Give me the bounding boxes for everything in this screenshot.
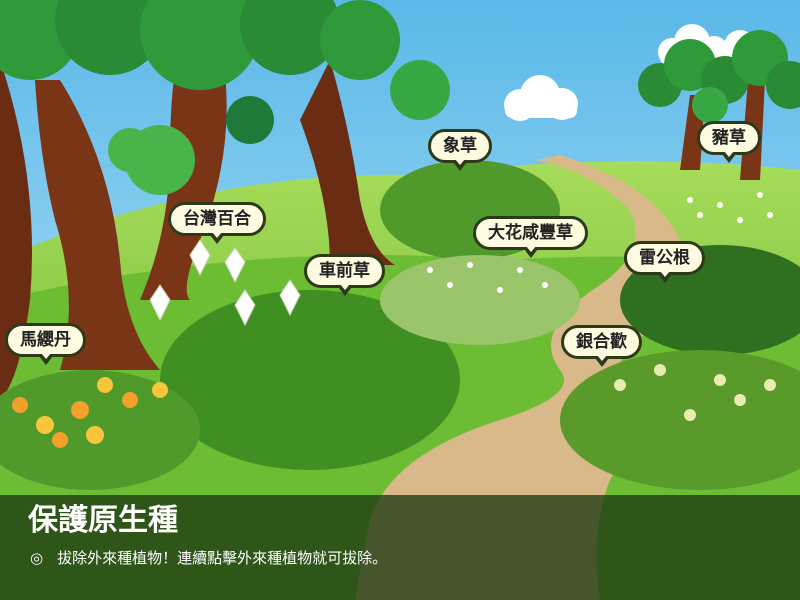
plant-label-lei-gong-gen[interactable]: 雷公根 — [624, 241, 705, 283]
lily-flowers — [149, 239, 301, 327]
bullseye-icon: ◎ — [30, 549, 44, 567]
plant-label-ma-ying-dan[interactable]: 馬纓丹 — [5, 323, 86, 365]
lantana-flowers — [12, 377, 168, 448]
instruction-line: ◎ 拔除外來種植物！連續點擊外來種植物就可拔除。 — [30, 547, 387, 569]
tree — [0, 0, 450, 400]
path — [355, 155, 686, 600]
plant-label-dahua-xianfengcao[interactable]: 大花咸豐草 — [473, 216, 588, 258]
bush — [380, 255, 580, 345]
instruction-text: 拔除外來種植物！連續點擊外來種植物就可拔除。 — [57, 549, 388, 567]
plant-label-taiwan-baihe[interactable]: 台灣百合 — [168, 202, 266, 244]
white-flowers — [427, 192, 773, 293]
game-title: 保護原生種 — [28, 503, 178, 538]
plant-label-yin-he-huan[interactable]: 銀合歡 — [561, 325, 642, 367]
plant-label-zhu-cao[interactable]: 豬草 — [697, 121, 761, 163]
bush — [160, 290, 460, 470]
plant-label-xiang-cao[interactable]: 象草 — [428, 129, 492, 171]
info-panel: 保護原生種 ◎ 拔除外來種植物！連續點擊外來種植物就可拔除。 — [0, 495, 800, 600]
cloud — [504, 75, 578, 121]
plant-label-che-qian-cao[interactable]: 車前草 — [304, 254, 385, 296]
leucaena-flowers — [614, 364, 776, 421]
